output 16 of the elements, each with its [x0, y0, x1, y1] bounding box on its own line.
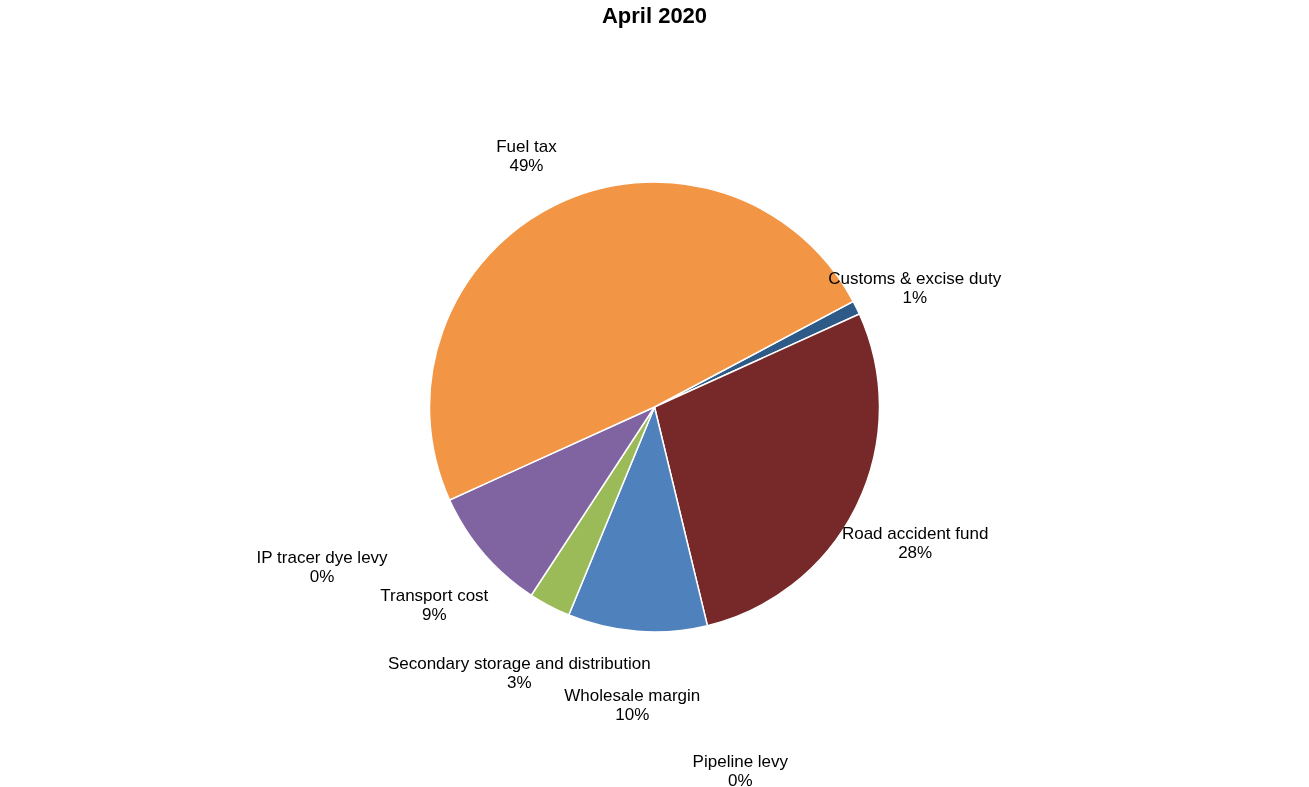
slice-label: Transport cost [380, 585, 489, 605]
data-label: 28% [898, 543, 933, 563]
data-label: 10% [615, 705, 650, 725]
data-label: 49% [509, 155, 544, 175]
slice-label: Road accident fund [841, 524, 989, 544]
data-label: 3% [506, 672, 532, 692]
text: 0% [728, 770, 753, 787]
text: 0% [309, 566, 335, 586]
chart-title: April 2020 [601, 3, 708, 28]
slice-label: Wholesale margin [564, 686, 701, 706]
data-label: 1% [902, 287, 927, 307]
slice-label: Secondary storage and distribution [387, 653, 651, 673]
slice-label: Fuel tax [496, 136, 558, 156]
category-label: IP tracer dye levy [256, 547, 388, 567]
data-label: 9% [422, 604, 447, 624]
category-label: Pipeline levy [692, 751, 789, 771]
